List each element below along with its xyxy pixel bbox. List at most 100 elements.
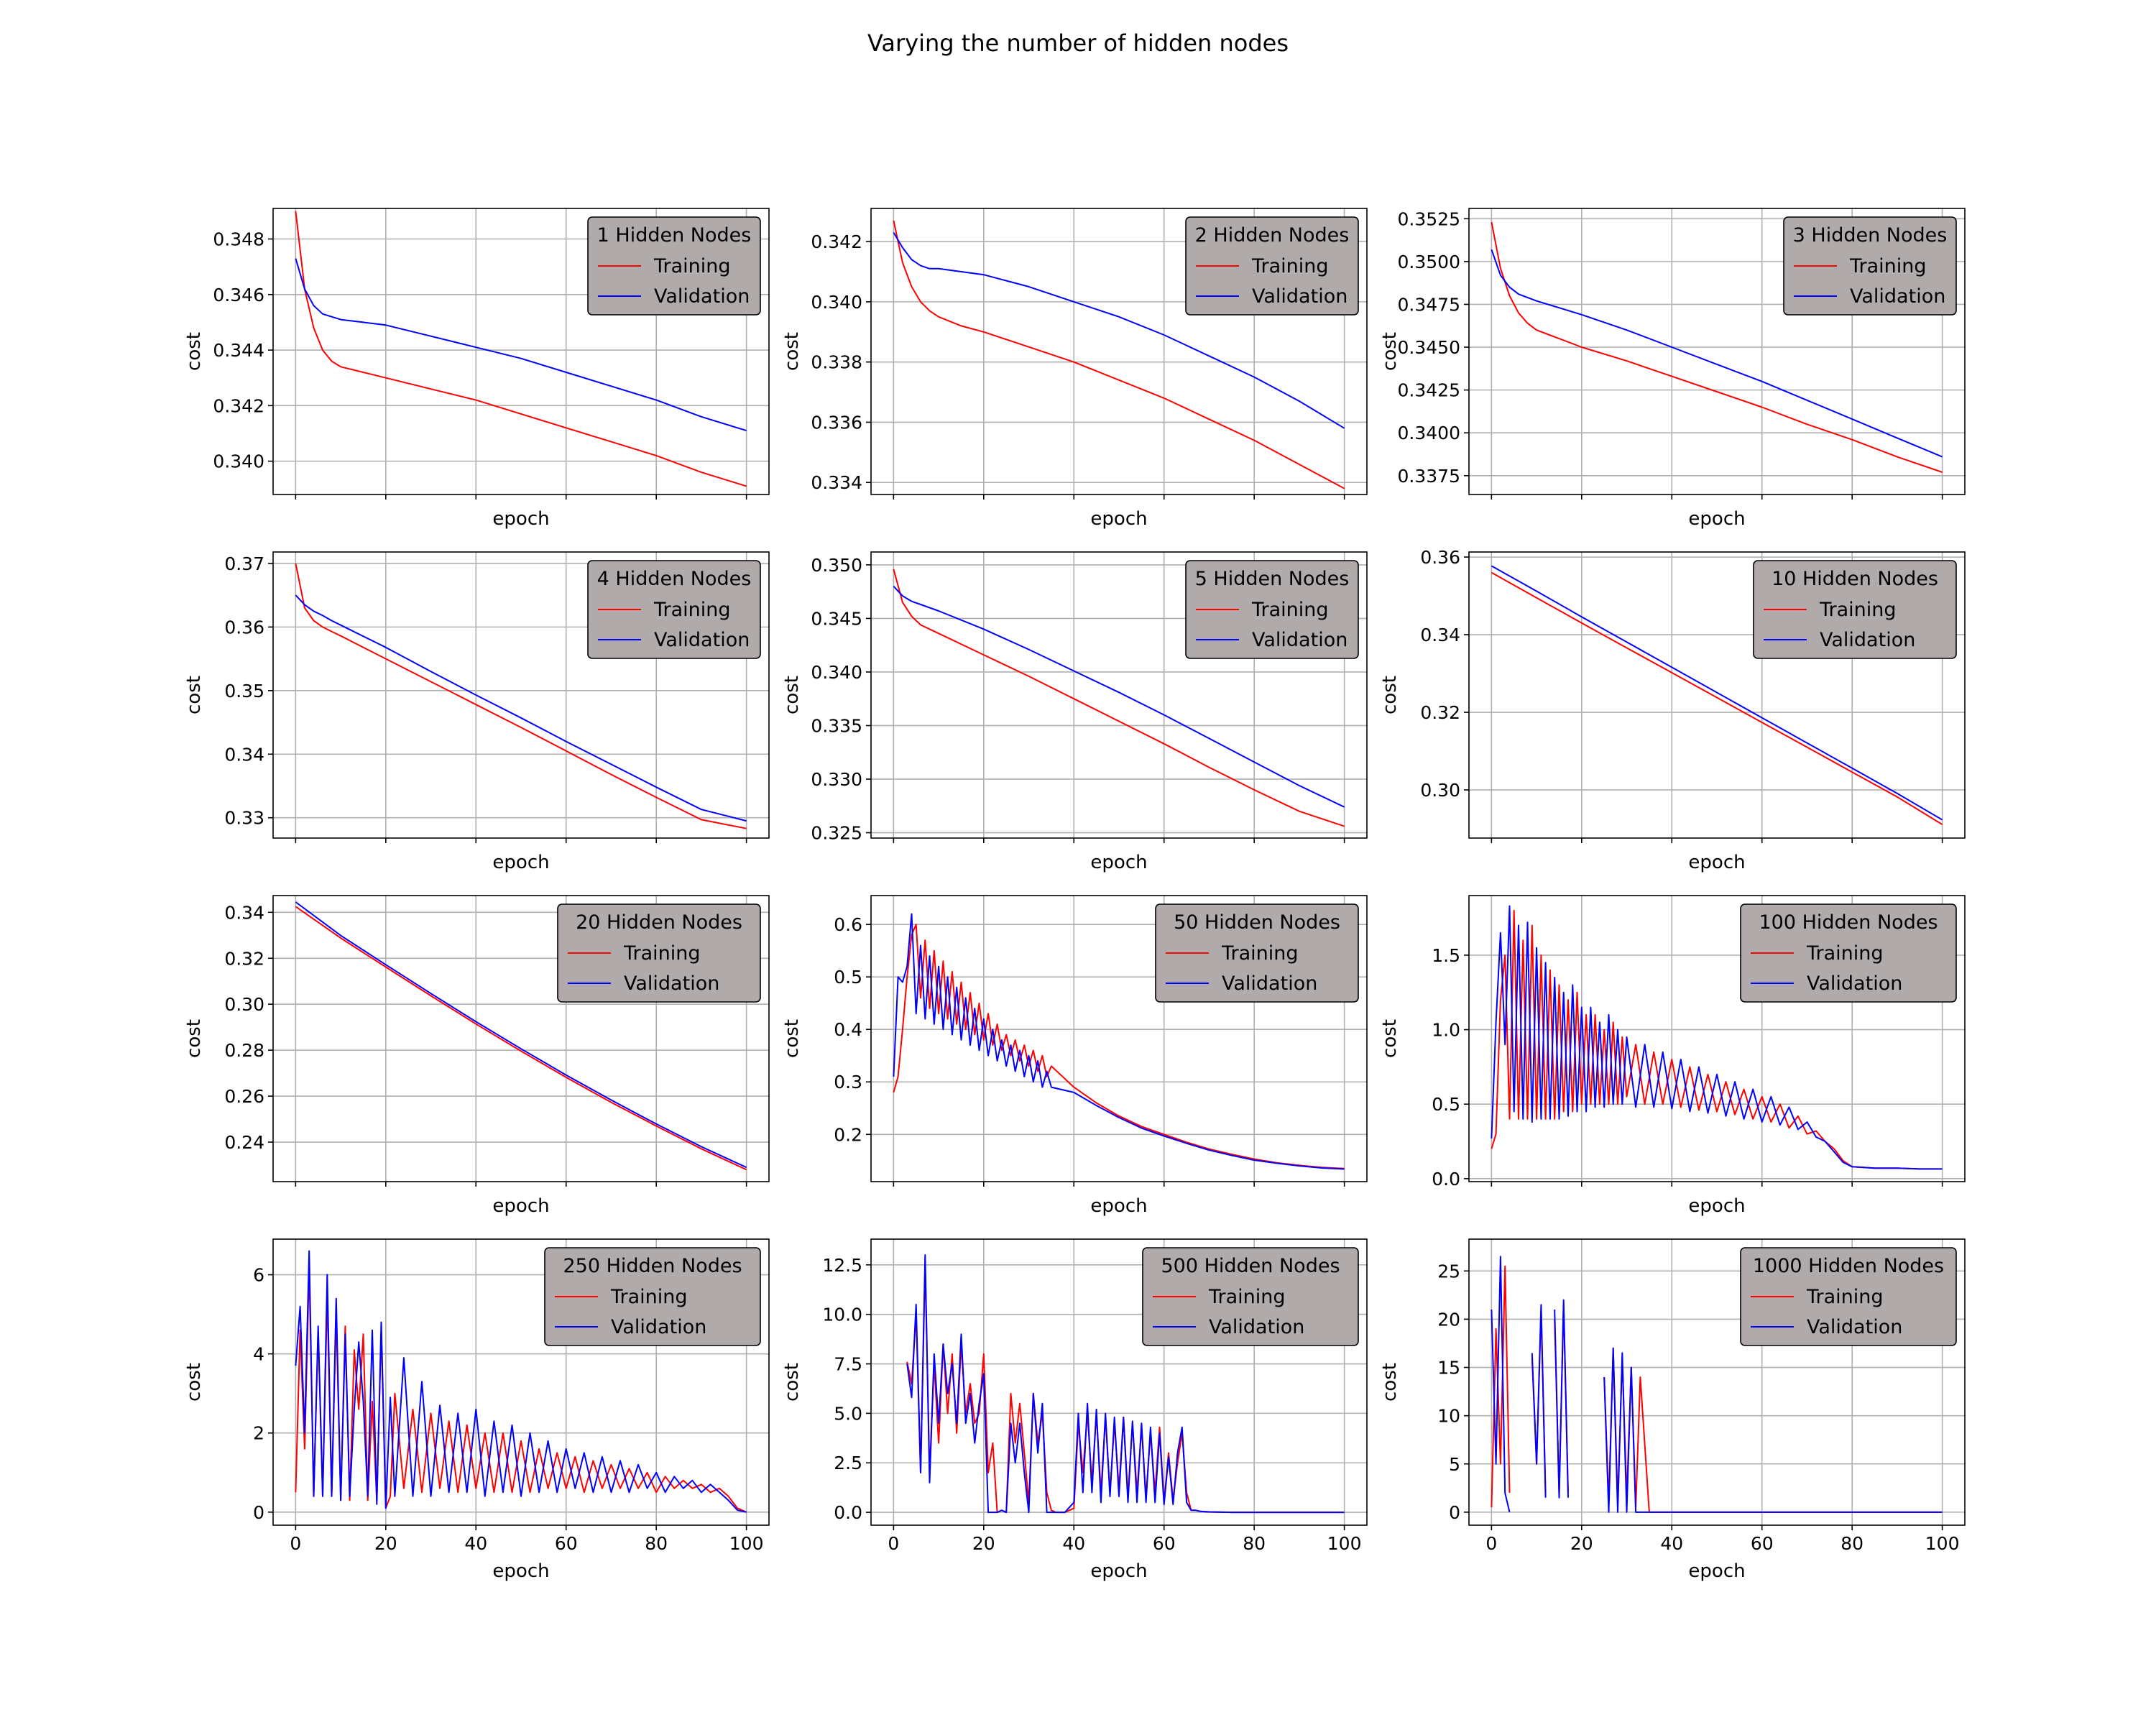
y-tick-label: 0.5 <box>1432 1094 1460 1115</box>
plot-frame <box>870 551 1368 839</box>
legend-title: 20 Hidden Nodes <box>576 911 742 934</box>
y-tick-label: 0.36 <box>224 617 264 638</box>
series-line-validation <box>295 258 747 432</box>
series-line-validation <box>893 913 1345 1170</box>
x-axis-label: epoch <box>492 1560 549 1582</box>
legend: 4 Hidden Nodes Training Validation <box>587 560 761 659</box>
y-tick-label: 0.325 <box>811 823 862 844</box>
legend-box <box>1142 1247 1359 1346</box>
y-tick-label: 0.342 <box>213 395 264 416</box>
y-tick-label: 0.26 <box>224 1086 264 1107</box>
y-tick-label: 0.0 <box>1432 1169 1460 1190</box>
legend-label-validation: Validation <box>1807 1316 1902 1338</box>
series-line-validation <box>295 901 747 1169</box>
y-tick-label: 12.5 <box>822 1255 862 1276</box>
x-tick-label: 60 <box>1751 1533 1774 1554</box>
legend-label-training: Training <box>623 942 701 965</box>
legend-label-validation: Validation <box>1222 972 1317 995</box>
legend: 1000 Hidden Nodes Training Validation <box>1740 1247 1957 1346</box>
series-line-training <box>295 563 747 829</box>
y-tick-label: 0.340 <box>811 292 862 313</box>
legend-box <box>1185 560 1359 659</box>
series-line-training <box>893 220 1345 489</box>
y-tick-label: 0.0 <box>834 1502 862 1523</box>
plot-frame <box>870 208 1368 495</box>
y-tick-label: 0.340 <box>213 451 264 472</box>
y-tick-label: 0.350 <box>811 555 862 576</box>
legend-box <box>1740 1247 1957 1346</box>
y-tick-label: 0.345 <box>811 608 862 629</box>
legend-title: 5 Hidden Nodes <box>1195 568 1350 590</box>
series-line-training <box>893 569 1345 827</box>
legend-label-training: Training <box>1221 942 1299 965</box>
legend-title: 1 Hidden Nodes <box>597 224 752 247</box>
legend-title: 2 Hidden Nodes <box>1195 224 1350 247</box>
series-line-validation <box>893 586 1345 808</box>
series-line-validation <box>1491 249 1943 458</box>
y-tick-label: 0.3500 <box>1398 252 1460 272</box>
legend-label-training: Training <box>1251 255 1329 277</box>
x-tick-label: 0 <box>290 1533 301 1554</box>
subplot-1: 0.340 0.342 0.344 0.346 0.348 epoch cost 1 Hidd… <box>183 208 770 530</box>
x-axis-label: epoch <box>1090 508 1147 530</box>
x-axis-label: epoch <box>1688 508 1745 530</box>
y-tick-label: 0.335 <box>811 715 862 736</box>
subplot-10: 0 20 40 60 80 100 0 2 4 6 epoch cost 250 Hidden Node… <box>183 1238 770 1582</box>
subplot-8: 0.2 0.3 0.4 0.5 0.6 epoch cost 50 Hidden Nodes T… <box>781 895 1368 1217</box>
y-tick-label: 0.30 <box>1420 780 1460 801</box>
y-tick-label: 0.5 <box>834 967 862 988</box>
legend-title: 50 Hidden Nodes <box>1174 911 1340 934</box>
plot-frame <box>1468 895 1966 1182</box>
x-tick-label: 0 <box>888 1533 899 1554</box>
subplot-12: 0 20 40 60 80 100 0 5 10 15 20 25 epoch cost 1000 Hidd… <box>1379 1238 1966 1582</box>
legend-label-training: Training <box>1251 599 1329 621</box>
y-axis-label: cost <box>781 332 803 371</box>
y-tick-label: 2.5 <box>834 1453 862 1473</box>
figure-title: Varying the number of hidden nodes <box>867 29 1289 57</box>
legend-label-validation: Validation <box>1820 629 1915 651</box>
y-tick-label: 0.37 <box>224 553 264 574</box>
x-tick-label: 0 <box>1485 1533 1497 1554</box>
y-axis-label: cost <box>183 1019 205 1058</box>
y-axis-label: cost <box>1379 1363 1401 1402</box>
legend-box <box>1185 216 1359 316</box>
y-tick-label: 0.6 <box>834 914 862 935</box>
legend-label-validation: Validation <box>654 285 750 308</box>
plot-frame <box>1468 551 1966 839</box>
x-axis-label: epoch <box>1688 1560 1745 1582</box>
y-tick-label: 0.3 <box>834 1072 862 1092</box>
x-tick-label: 80 <box>1841 1533 1864 1554</box>
y-axis-label: cost <box>1379 332 1401 371</box>
y-tick-label: 5.0 <box>834 1403 862 1424</box>
legend-box <box>544 1247 761 1346</box>
y-axis-label: cost <box>183 332 205 371</box>
x-tick-label: 100 <box>729 1533 764 1554</box>
y-axis-label: cost <box>1379 676 1401 714</box>
y-tick-label: 0.4 <box>834 1019 862 1040</box>
legend-box <box>587 216 761 316</box>
legend-box <box>587 560 761 659</box>
legend: 100 Hidden Nodes Training Validation <box>1740 903 1957 1003</box>
y-tick-label: 1.5 <box>1432 945 1460 966</box>
y-tick-label: 0.340 <box>811 662 862 683</box>
legend-label-validation: Validation <box>1209 1316 1304 1338</box>
plot-frame <box>272 551 770 839</box>
legend-label-training: Training <box>653 255 731 277</box>
y-tick-label: 5 <box>1449 1454 1460 1475</box>
y-tick-label: 0.34 <box>224 744 264 765</box>
legend-title: 1000 Hidden Nodes <box>1753 1255 1944 1277</box>
plot-frame <box>870 1238 1368 1526</box>
series-line-training <box>1491 221 1943 473</box>
y-tick-label: 6 <box>253 1265 264 1286</box>
x-tick-label: 20 <box>1570 1533 1593 1554</box>
subplot-2: 0.334 0.336 0.338 0.340 0.342 epoch cost 2 Hidd… <box>781 208 1368 530</box>
series-line-validation <box>906 1254 1345 1514</box>
legend-box <box>557 903 761 1003</box>
x-tick-label: 60 <box>1153 1533 1176 1554</box>
y-tick-label: 0.34 <box>1420 625 1460 645</box>
legend-label-training: Training <box>653 599 731 621</box>
subplot-6: 0.30 0.32 0.34 0.36 epoch cost 10 Hidden Nodes… <box>1379 547 1966 873</box>
y-tick-label: 0.32 <box>1420 702 1460 723</box>
subplot-5: 0.325 0.330 0.335 0.340 0.345 0.350 epoch cost 5… <box>781 551 1368 873</box>
legend-title: 3 Hidden Nodes <box>1793 224 1948 247</box>
